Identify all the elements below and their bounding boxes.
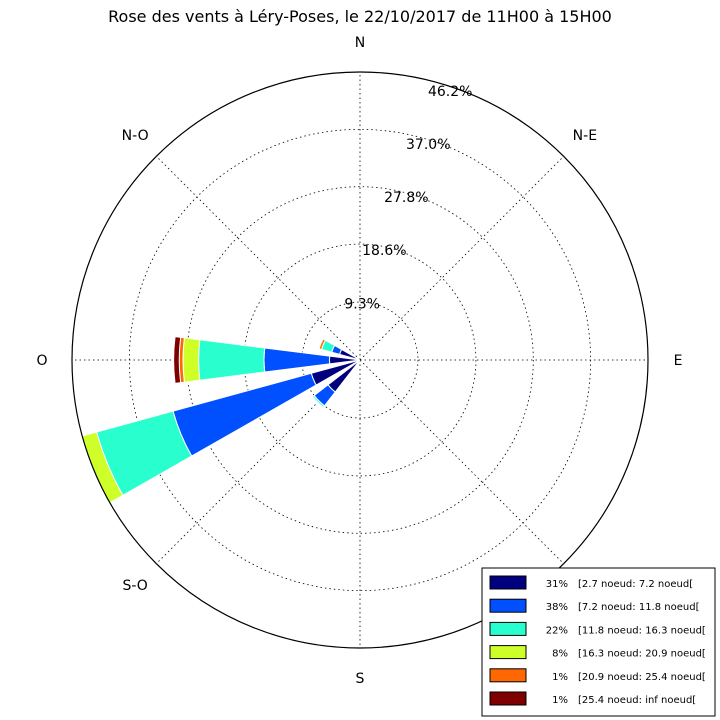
- radial-tick-labels: 9.3% 18.6% 27.8% 37.0% 46.2%: [344, 84, 472, 313]
- legend-range-2: [11.8 noeud: 16.3 noeud[: [578, 625, 706, 636]
- direction-label-s: S: [356, 671, 365, 687]
- legend-range-1: [7.2 noeud: 11.8 noeud[: [578, 602, 699, 613]
- wind-sectors: [81, 336, 361, 504]
- grid-spoke-5: [156, 359, 361, 564]
- wind-bar-12-2: [198, 339, 266, 381]
- direction-label-n: N: [355, 35, 365, 51]
- legend-pct-3: 8%: [552, 649, 568, 660]
- legend-pct-1: 38%: [546, 602, 568, 613]
- legend-range-5: [25.4 noeud: inf noeud[: [578, 695, 696, 706]
- wind-bar-12-3: [182, 337, 201, 383]
- grid-circle-1: [243, 243, 477, 477]
- wind-bar-11-1: [172, 372, 317, 457]
- legend-pct-0: 31%: [546, 579, 568, 590]
- wind-bar-12-1: [263, 347, 331, 373]
- outer-circle: [71, 71, 649, 649]
- grid-circle-2: [186, 186, 534, 534]
- legend-swatch-4: [489, 668, 527, 683]
- radial-tick-label-0: 9.3%: [344, 296, 380, 312]
- legend-swatch-2: [489, 621, 527, 636]
- legend-range-0: [2.7 noeud: 7.2 noeud[: [578, 579, 693, 590]
- grid-spoke-7: [156, 156, 361, 361]
- radial-tick-label-3: 37.0%: [406, 137, 450, 153]
- direction-label-n-o: N-O: [122, 128, 149, 144]
- legend-swatch-5: [489, 691, 527, 706]
- direction-label-s-o: S-O: [122, 578, 147, 594]
- direction-label-e: E: [674, 353, 683, 369]
- legend-box: [481, 567, 716, 717]
- grid-spoke-1: [359, 156, 564, 361]
- grid-spoke-3: [359, 359, 564, 564]
- direction-label-o: O: [36, 353, 47, 369]
- legend-swatch-3: [489, 645, 527, 660]
- chart-title: Rose des vents à Léry-Poses, le 22/10/20…: [108, 7, 612, 26]
- wind-bar-10-2: [312, 394, 326, 408]
- legend-pct-2: 22%: [546, 625, 568, 636]
- legend-pct-5: 1%: [552, 695, 568, 706]
- radial-tick-label-2: 27.8%: [384, 190, 428, 206]
- wind-bar-12-5: [173, 336, 182, 384]
- direction-labels: N N-E E S S-O O N-O: [36, 35, 682, 687]
- legend-range-3: [16.3 noeud: 20.9 noeud[: [578, 649, 706, 660]
- radial-tick-label-1: 18.6%: [362, 243, 406, 259]
- legend: 31% [2.7 noeud: 7.2 noeud[ 38% [7.2 noeud: …: [481, 567, 716, 717]
- legend-swatch-1: [489, 598, 527, 613]
- legend-range-4: [20.9 noeud: 25.4 noeud[: [578, 672, 706, 683]
- wind-bar-13-4: [318, 338, 327, 351]
- grid-circle-0: [301, 301, 419, 419]
- direction-label-n-e: N-E: [573, 128, 597, 144]
- legend-swatch-0: [489, 575, 527, 590]
- radial-tick-label-4: 46.2%: [428, 84, 472, 100]
- outer-circle-ring: [71, 71, 649, 649]
- legend-pct-4: 1%: [552, 672, 568, 683]
